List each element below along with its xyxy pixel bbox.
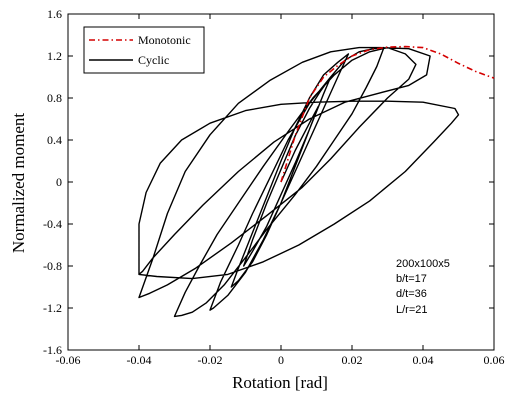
x-tick-label: -0.02 <box>198 353 223 367</box>
x-tick-label: 0 <box>278 353 284 367</box>
x-tick-label: 0.06 <box>484 353 505 367</box>
legend-monotonic-label: Monotonic <box>138 33 191 47</box>
y-tick-label: 1.6 <box>47 7 62 21</box>
legend-box <box>83 26 205 74</box>
annotation-bt: b/t=17 <box>396 273 427 285</box>
x-tick-label: -0.04 <box>127 353 152 367</box>
y-tick-label: 0.4 <box>47 133 62 147</box>
y-tick-label: 1.2 <box>47 49 62 63</box>
x-tick-label: 0.02 <box>342 353 363 367</box>
legend-cyclic-label: Cyclic <box>138 53 169 67</box>
y-tick-label: 0.8 <box>47 91 62 105</box>
y-tick-label: -1.6 <box>43 343 62 357</box>
y-tick-label: -1.2 <box>43 301 62 315</box>
annotation-dt: d/t=36 <box>396 288 427 300</box>
y-tick-label: -0.4 <box>43 217 62 231</box>
y-tick-label: -0.8 <box>43 259 62 273</box>
y-axis-title: Normalized moment <box>9 113 28 253</box>
annotation-section: 200x100x5 <box>396 258 450 270</box>
x-tick-label: -0.06 <box>56 353 81 367</box>
y-tick-label: 0 <box>56 175 62 189</box>
x-axis-title: Rotation [rad] <box>232 373 328 392</box>
annotation-lr: L/r=21 <box>396 304 428 316</box>
series-cyclic-line <box>138 46 460 318</box>
series-monotonic-line <box>280 45 495 183</box>
x-tick-label: 0.04 <box>413 353 434 367</box>
